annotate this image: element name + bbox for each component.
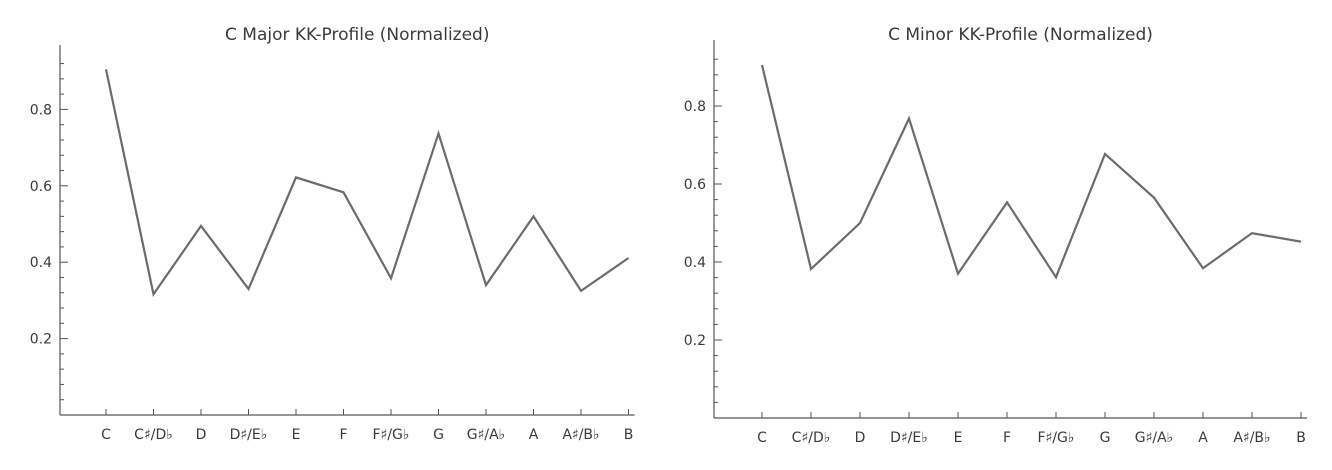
data-point [1250, 231, 1254, 235]
data-point [389, 276, 393, 280]
x-tick-label: C [101, 427, 111, 443]
series-line [104, 69, 630, 298]
x-tick-label: G [433, 427, 444, 443]
x-tick-label: A♯/B♭ [1233, 430, 1270, 446]
data-point [1103, 152, 1107, 156]
x-tick-label: D [855, 430, 866, 446]
series-line [760, 64, 1302, 280]
x-tick-label: G♯/A♭ [467, 427, 506, 443]
data-point [956, 272, 960, 276]
chart-title: C Minor KK-Profile (Normalized) [888, 25, 1153, 45]
y-tick-label: 0.8 [30, 102, 52, 118]
y-tick-label: 0.8 [684, 99, 706, 115]
x-tick-label: E [292, 427, 301, 443]
x-tick-label: E [954, 430, 963, 446]
chart-title: C Major KK-Profile (Normalized) [225, 25, 489, 45]
x-tick-label: C [757, 430, 767, 446]
x-tick-label: G [1100, 430, 1111, 446]
x-tick-label: F [1003, 430, 1011, 446]
x-tick-label: A [529, 427, 539, 443]
data-point [760, 63, 764, 67]
chart-minor: C Minor KK-Profile (Normalized) 0.2 0.4 0.6… [684, 25, 1307, 446]
data-point [1005, 200, 1009, 204]
x-tick-label: D♯/E♭ [890, 430, 928, 446]
y-tick-label: 0.4 [30, 255, 52, 271]
x-tick-label: F♯/G♭ [1038, 430, 1075, 446]
data-point [484, 283, 488, 287]
data-point [907, 116, 911, 120]
x-tick-label: F♯/G♭ [373, 427, 410, 443]
data-point [627, 256, 631, 260]
data-point [152, 292, 156, 296]
x-tick-label: A♯/B♭ [562, 427, 599, 443]
data-point [104, 67, 108, 71]
y-tick-label: 0.6 [30, 179, 52, 195]
data-point [437, 131, 441, 135]
data-point [579, 289, 583, 293]
data-point [1299, 240, 1303, 244]
data-point [199, 224, 203, 228]
x-tick-label: C♯/D♭ [792, 430, 831, 446]
data-point [809, 267, 813, 271]
x-tick-label: B [624, 427, 634, 443]
x-tick-label: D [196, 427, 207, 443]
data-point [247, 287, 251, 291]
y-tick-label: 0.4 [684, 255, 706, 271]
x-tick-label: F [339, 427, 347, 443]
x-tick-label: G♯/A♭ [1135, 430, 1174, 446]
x-tick-label: D♯/E♭ [230, 427, 268, 443]
data-point [532, 214, 536, 218]
chart-major: C Major KK-Profile (Normalized) 0.2 0.4 0.6… [30, 25, 635, 443]
x-tick-label: A [1198, 430, 1208, 446]
data-point [294, 175, 298, 179]
data-point [1054, 275, 1058, 279]
y-tick-label: 0.2 [684, 333, 706, 349]
data-point [1201, 266, 1205, 270]
y-tick-label: 0.2 [30, 332, 52, 348]
data-point [858, 221, 862, 225]
y-tick-label: 0.6 [684, 177, 706, 193]
data-point [1152, 196, 1156, 200]
x-tick-label: B [1296, 430, 1306, 446]
data-point [342, 190, 346, 194]
x-tick-label: C♯/D♭ [134, 427, 173, 443]
